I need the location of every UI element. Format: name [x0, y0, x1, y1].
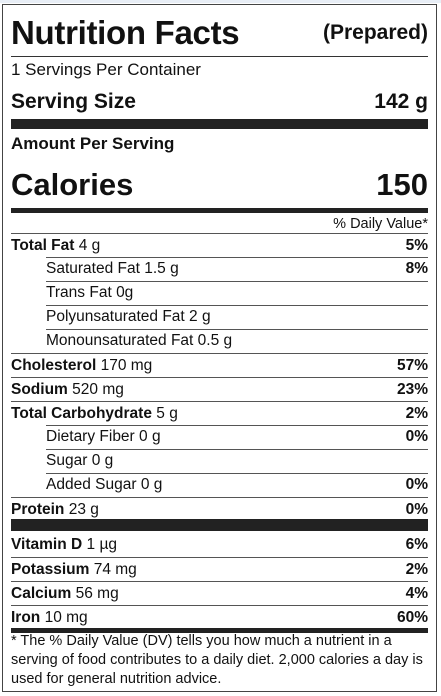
nutrient-row-dietary-fiber: Dietary Fiber 0 g 0%	[11, 425, 428, 449]
nutrient-name: Protein	[11, 501, 65, 518]
nutrient-row-polyunsaturated-fat: Polyunsaturated Fat 2 g	[11, 305, 428, 329]
vitamin-amount: 1 µg	[86, 536, 117, 553]
vitamin-row-potassium: Potassium 74 mg 2%	[11, 557, 428, 581]
nutrient-list: Total Fat 4 g 5% Saturated Fat 1.5 g 8% …	[11, 233, 428, 521]
nutrient-row-cholesterol: Cholesterol 170 mg 57%	[11, 353, 428, 377]
nutrient-row-sodium: Sodium 520 mg 23%	[11, 377, 428, 401]
nutrient-dv: 8%	[405, 260, 428, 277]
nutrient-amount: 0g	[116, 284, 134, 301]
nutrient-dv: 23%	[396, 381, 428, 398]
nutrient-amount: 0.5 g	[197, 332, 233, 349]
nutrition-facts-label: Nutrition Facts (Prepared) 1 Servings Pe…	[2, 4, 437, 692]
vitamin-row-vitamin-d: Vitamin D 1 µg 6%	[11, 533, 428, 557]
nutrient-dv: 2%	[405, 405, 428, 422]
nutrient-name: Total Fat	[11, 237, 75, 254]
nutrient-amount: 2 g	[189, 308, 211, 325]
nutrient-row-protein: Protein 23 g 0%	[11, 497, 428, 521]
nutrient-name: Total Carbohydrate	[11, 405, 152, 422]
amount-per-serving: Amount Per Serving	[11, 134, 175, 153]
nutrient-name: Sodium	[11, 381, 68, 398]
nutrient-amount: 5 g	[156, 405, 178, 422]
nutrient-row-saturated-fat: Saturated Fat 1.5 g 8%	[11, 257, 428, 281]
vitamin-dv: 2%	[405, 561, 428, 578]
vitamin-dv: 4%	[405, 585, 428, 602]
vitamin-name: Calcium	[11, 585, 72, 602]
nutrient-name: Polyunsaturated Fat	[46, 308, 185, 325]
nutrient-name: Monounsaturated Fat	[46, 332, 194, 349]
nutrient-amount: 23 g	[68, 501, 99, 518]
nutrient-row-total-carbohydrate: Total Carbohydrate 5 g 2%	[11, 401, 428, 425]
vitamin-row-iron: Iron 10 mg 60%	[11, 605, 428, 629]
serving-size-label: Serving Size	[11, 90, 136, 113]
nutrient-row-trans-fat: Trans Fat 0g	[11, 281, 428, 305]
thick-divider-serving	[11, 119, 428, 129]
calories-row: Calories 150	[11, 163, 428, 207]
vitamin-dv: 60%	[396, 609, 428, 626]
thick-divider-vitamins	[11, 519, 428, 531]
vitamin-amount: 56 mg	[75, 585, 119, 602]
nutrient-dv: 0%	[405, 428, 428, 445]
nutrient-amount: 0 g	[140, 476, 163, 493]
nutrient-dv: 0%	[405, 476, 428, 493]
calories-label: Calories	[11, 167, 134, 202]
nutrient-amount: 0 g	[139, 428, 161, 445]
nutrient-name: Saturated Fat	[46, 260, 140, 277]
header-rule	[11, 56, 428, 57]
nutrient-row-added-sugar: Added Sugar 0 g 0%	[11, 473, 428, 497]
vitamin-name: Iron	[11, 609, 41, 626]
nutrient-amount: 1.5 g	[144, 260, 179, 277]
nutrient-amount: 4 g	[78, 237, 101, 254]
servings-per-container: 1 Servings Per Container	[11, 60, 201, 79]
nutrient-dv: 5%	[405, 237, 428, 254]
calories-value: 150	[376, 167, 428, 202]
vitamin-list: Vitamin D 1 µg 6% Potassium 74 mg 2% Cal…	[11, 533, 428, 629]
nutrient-name: Dietary Fiber	[46, 428, 135, 445]
nutrient-name: Trans Fat	[46, 284, 112, 301]
daily-value-footnote: * The % Daily Value (DV) tells you how m…	[11, 633, 423, 687]
vitamin-name: Potassium	[11, 561, 90, 578]
thick-divider-calories	[11, 208, 428, 213]
top-divider	[0, 0, 441, 3]
vitamin-dv: 6%	[405, 536, 428, 553]
thick-divider-footnote	[11, 628, 428, 633]
label-title: Nutrition Facts	[11, 14, 240, 51]
serving-size-row: Serving Size 142 g	[11, 88, 428, 116]
nutrient-name: Cholesterol	[11, 357, 97, 374]
nutrient-dv: 0%	[405, 501, 428, 518]
nutrient-amount: 170 mg	[100, 357, 153, 374]
prepared-tag: (Prepared)	[322, 21, 428, 44]
nutrient-row-monounsaturated-fat: Monounsaturated Fat 0.5 g	[11, 329, 428, 353]
vitamin-name: Vitamin D	[11, 536, 83, 553]
label-header: Nutrition Facts (Prepared)	[11, 12, 428, 54]
nutrient-amount: 520 mg	[72, 381, 124, 398]
nutrient-row-sugar: Sugar 0 g	[11, 449, 428, 473]
nutrient-name: Added Sugar	[46, 476, 137, 493]
daily-value-header: % Daily Value*	[333, 216, 428, 232]
serving-size-value: 142 g	[374, 90, 428, 113]
vitamin-amount: 74 mg	[93, 561, 137, 578]
nutrient-amount: 0 g	[91, 452, 114, 469]
nutrient-row-total-fat: Total Fat 4 g 5%	[11, 233, 428, 257]
nutrient-name: Sugar	[46, 452, 88, 469]
vitamin-row-calcium: Calcium 56 mg 4%	[11, 581, 428, 605]
vitamin-amount: 10 mg	[44, 609, 88, 626]
nutrient-dv: 57%	[396, 357, 428, 374]
